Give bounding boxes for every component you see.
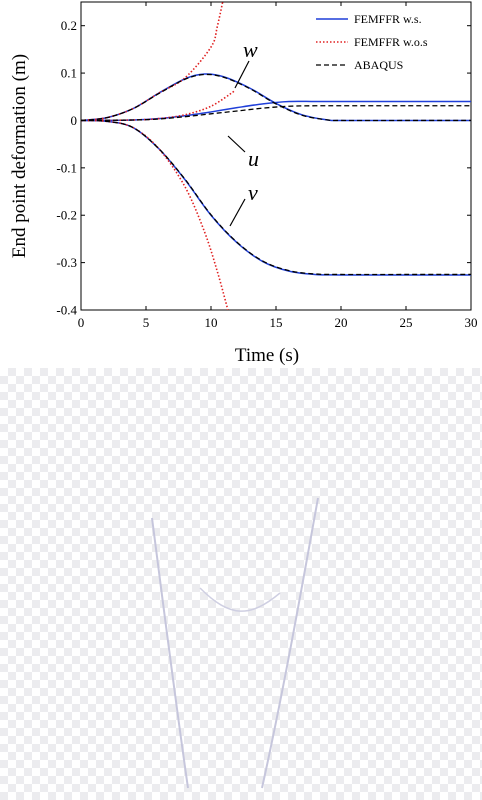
sketch-curve-mid	[199, 587, 281, 612]
w-curve-label: w	[243, 37, 258, 62]
x-tick-label: 25	[400, 315, 413, 330]
figure-panel: 0 5 10 15 20 25 30 0.2 0.1 0 -0.1 -0.2 -0.3 -0.4 Time…	[0, 0, 482, 368]
y-tick-label: -0.2	[56, 208, 77, 223]
y-tick-label: -0.3	[56, 255, 77, 270]
legend-label-femffr-wos: FEMFFR w.o.s	[354, 35, 428, 49]
series-line-femffr-w-o-s-u	[81, 90, 235, 122]
curve-annotations: w u v	[227, 37, 259, 227]
y-tick-label: -0.4	[56, 303, 77, 318]
series-line-abaqus-v	[81, 119, 471, 276]
plot-area	[80, 1, 472, 311]
x-tick-label: 10	[205, 315, 218, 330]
x-tick-label: 20	[335, 315, 348, 330]
series-line-abaqus-u	[81, 105, 471, 122]
u-label-leader	[227, 135, 246, 153]
x-axis-title: Time (s)	[235, 345, 299, 366]
y-axis-title: End point deformation (m)	[9, 54, 30, 258]
sketch-curve-left	[151, 517, 189, 789]
series-curves	[81, 2, 471, 310]
legend-label-femffr-ws: FEMFFR w.s.	[354, 12, 422, 26]
x-tick-label: 5	[143, 315, 150, 330]
line-chart: 0 5 10 15 20 25 30 0.2 0.1 0 -0.1 -0.2 -0.3 -0.4 Time…	[9, 1, 478, 366]
y-tick-label: 0.2	[61, 18, 77, 33]
w-label-leader	[234, 60, 250, 89]
y-tick-label: 0	[71, 113, 78, 128]
sketch-curve-right	[261, 497, 319, 789]
u-curve-label: u	[248, 146, 259, 171]
y-tick-label: 0.1	[61, 66, 77, 81]
tick-labels: 0 5 10 15 20 25 30 0.2 0.1 0 -0.1 -0.2 -0.3 -0.4	[56, 18, 477, 330]
x-tick-label: 15	[270, 315, 283, 330]
x-tick-label: 0	[78, 315, 85, 330]
v-label-leader	[229, 198, 246, 227]
legend-label-abaqus: ABAQUS	[354, 58, 403, 72]
background-sketch	[151, 497, 319, 789]
series-line-abaqus-w	[81, 73, 471, 122]
v-curve-label: v	[248, 180, 258, 205]
y-tick-label: -0.1	[56, 160, 77, 175]
legend: FEMFFR w.s. FEMFFR w.o.s ABAQUS	[316, 12, 428, 72]
x-tick-label: 30	[465, 315, 478, 330]
